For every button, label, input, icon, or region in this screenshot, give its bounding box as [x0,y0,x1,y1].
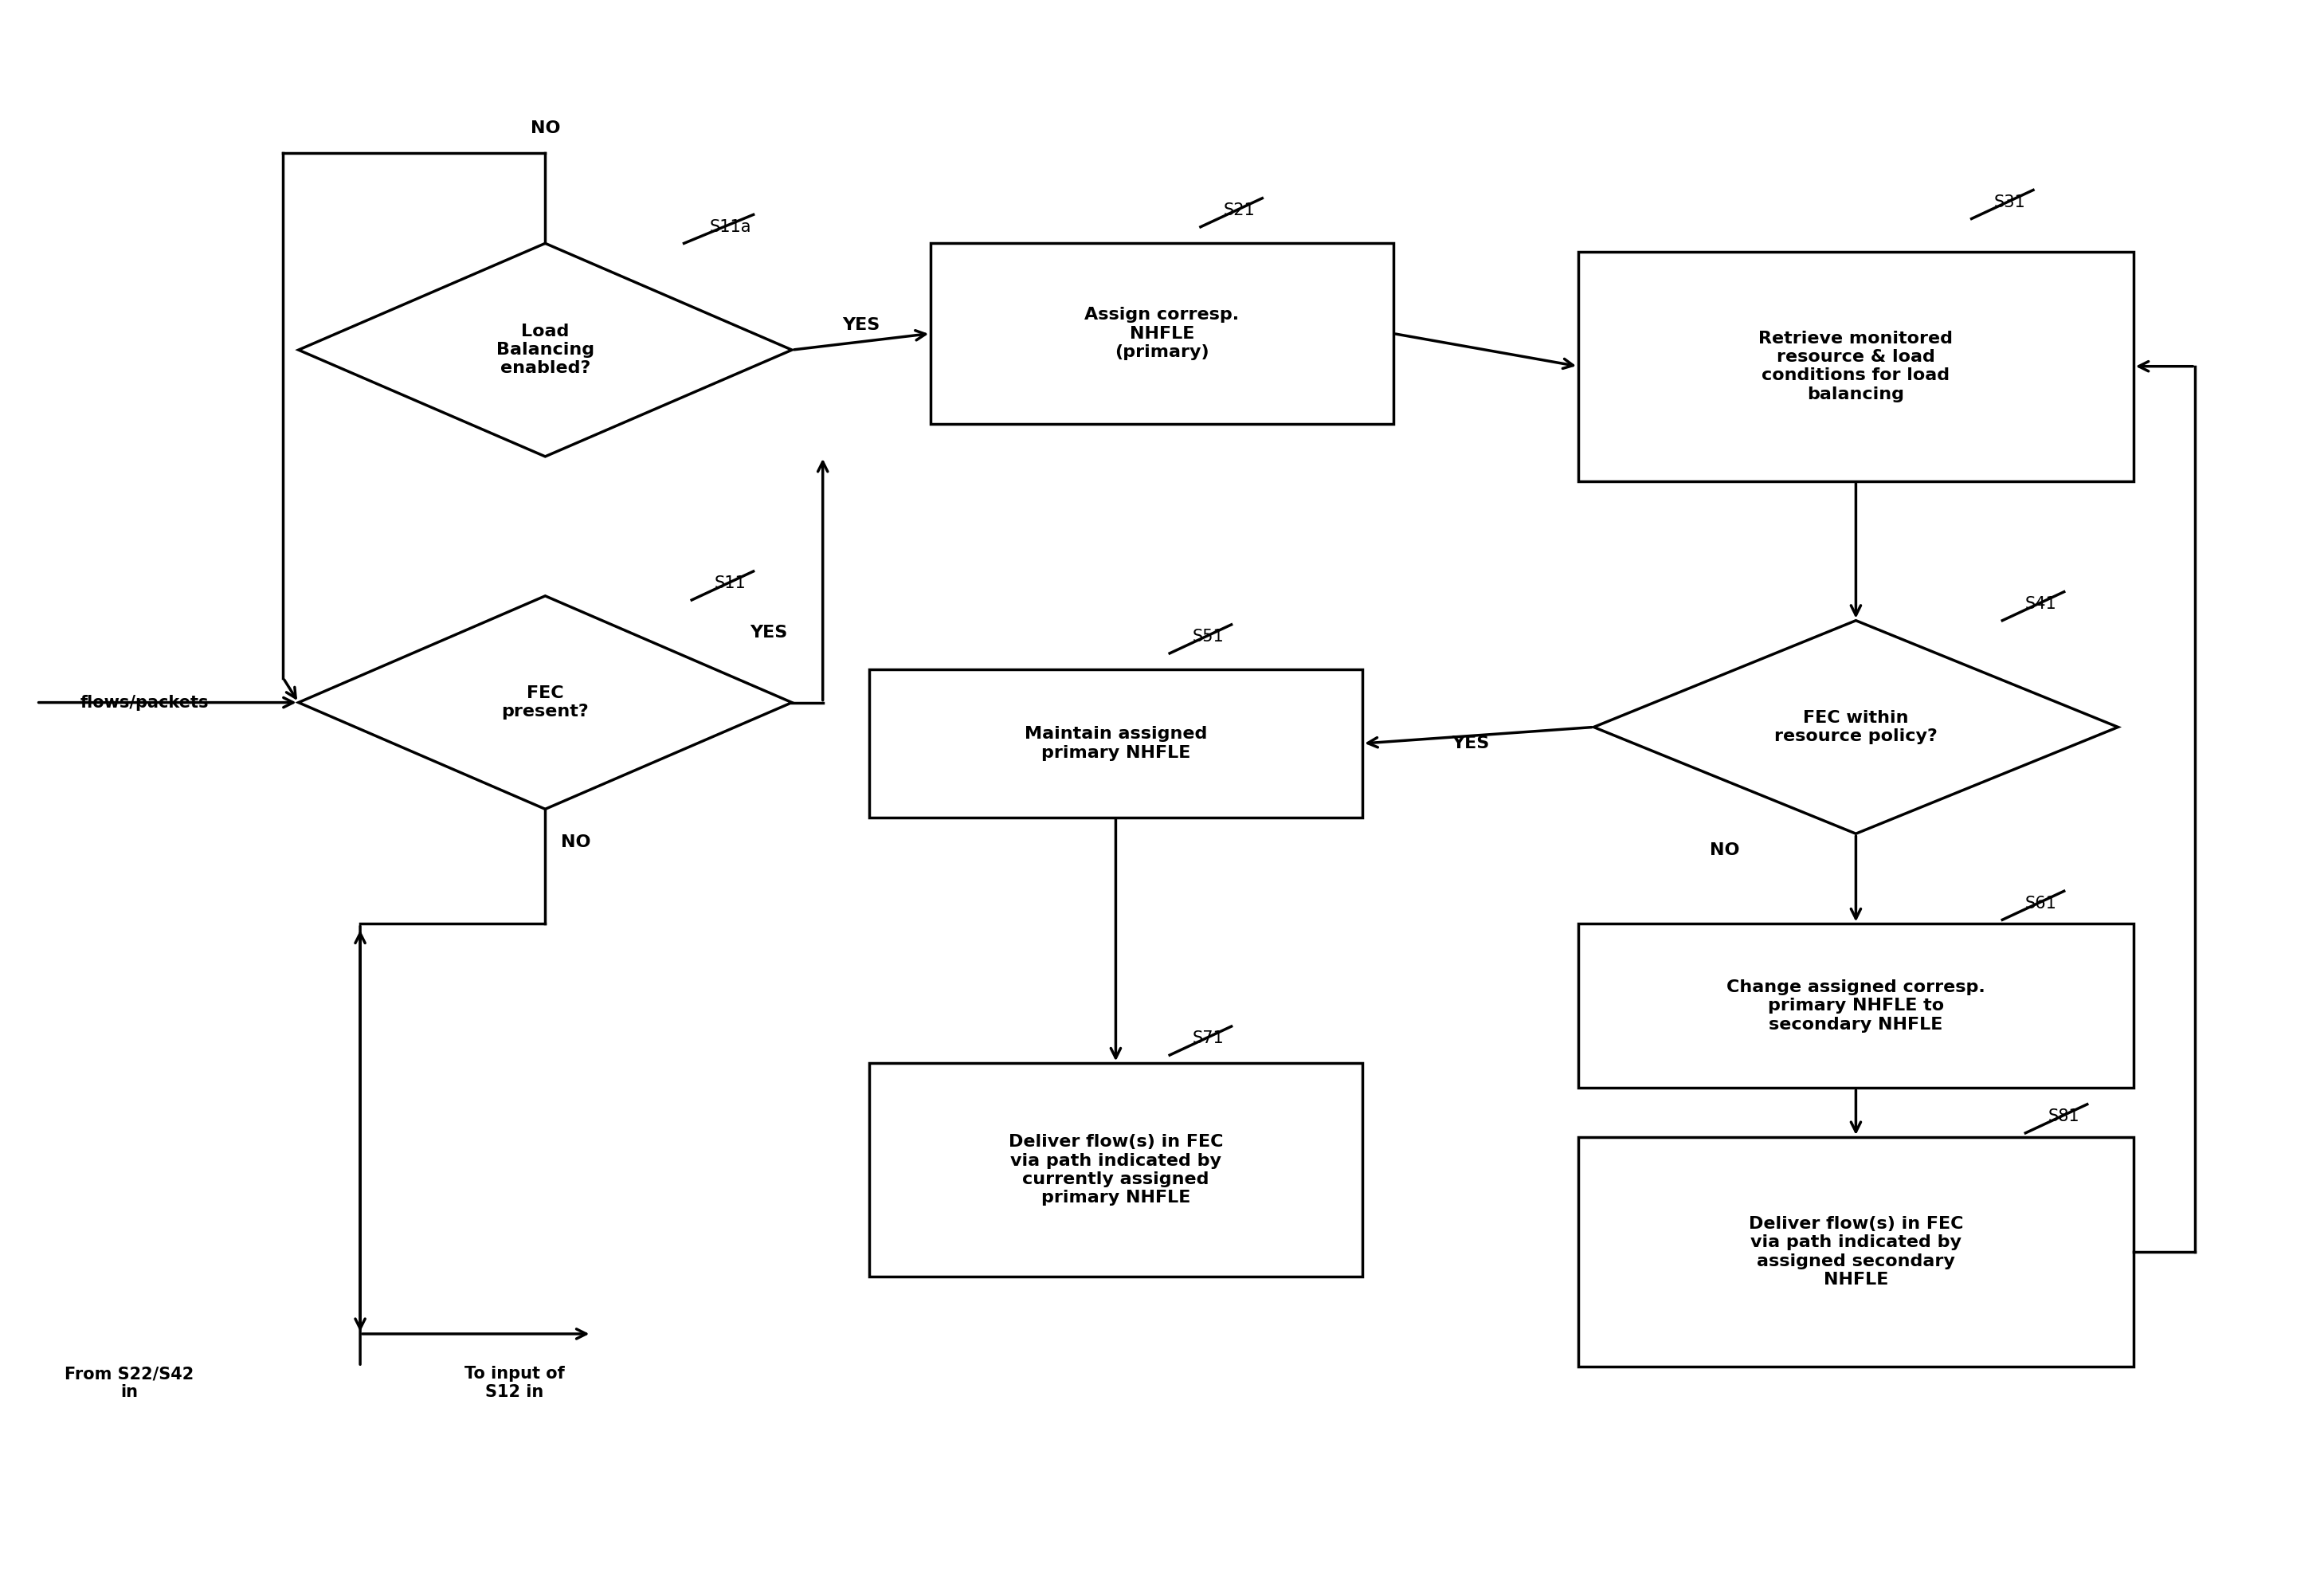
Text: S11: S11 [713,576,746,592]
Text: From S22/S42
in: From S22/S42 in [65,1367,193,1400]
Text: YES: YES [844,317,881,333]
Text: Maintain assigned
primary NHFLE: Maintain assigned primary NHFLE [1025,726,1206,761]
Text: S81: S81 [2047,1109,2080,1125]
Text: S71: S71 [1192,1031,1225,1047]
Text: YES: YES [1452,736,1490,752]
Text: flows/packets: flows/packets [79,695,209,711]
FancyBboxPatch shape [1578,1138,2133,1367]
Text: Deliver flow(s) in FEC
via path indicated by
currently assigned
primary NHFLE: Deliver flow(s) in FEC via path indicate… [1009,1134,1222,1205]
Polygon shape [297,596,792,810]
FancyBboxPatch shape [869,670,1362,817]
Polygon shape [297,243,792,457]
Text: NO: NO [560,835,590,850]
Text: FEC
present?: FEC present? [502,686,588,720]
Text: S41: S41 [2024,596,2057,612]
Text: S11a: S11a [709,220,751,235]
Text: S51: S51 [1192,629,1225,645]
Text: Assign corresp.
NHFLE
(primary): Assign corresp. NHFLE (primary) [1085,308,1239,359]
Text: To input of
S12 in: To input of S12 in [465,1367,565,1400]
Text: YES: YES [751,624,788,640]
Text: S61: S61 [2024,896,2057,912]
Text: S21: S21 [1222,202,1255,218]
FancyBboxPatch shape [930,243,1394,424]
Text: Load
Balancing
enabled?: Load Balancing enabled? [495,323,595,377]
Text: S31: S31 [1994,195,2027,210]
FancyBboxPatch shape [1578,924,2133,1087]
Text: Change assigned corresp.
primary NHFLE to
secondary NHFLE: Change assigned corresp. primary NHFLE t… [1727,979,1985,1032]
FancyBboxPatch shape [869,1064,1362,1277]
Text: FEC within
resource policy?: FEC within resource policy? [1773,709,1938,744]
Text: NO: NO [530,121,560,137]
Text: Deliver flow(s) in FEC
via path indicated by
assigned secondary
NHFLE: Deliver flow(s) in FEC via path indicate… [1748,1216,1964,1288]
Text: Retrieve monitored
resource & load
conditions for load
balancing: Retrieve monitored resource & load condi… [1759,331,1952,402]
FancyBboxPatch shape [1578,251,2133,482]
Polygon shape [1594,620,2117,833]
Text: NO: NO [1710,843,1741,858]
